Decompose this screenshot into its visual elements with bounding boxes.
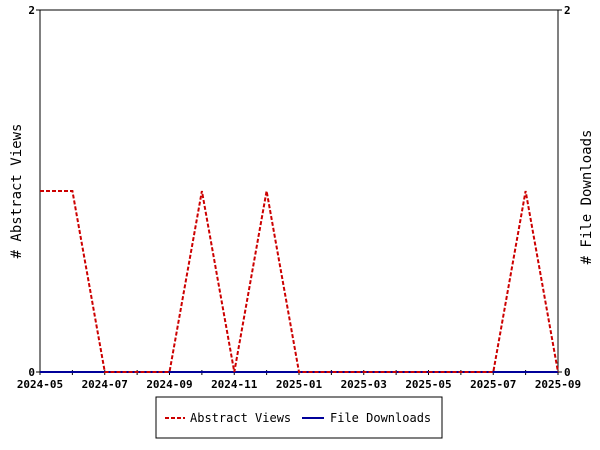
y-tick-label-right: 0 [564, 366, 571, 379]
x-tick-label: 2024-11 [211, 378, 258, 391]
x-tick-label: 2025-03 [341, 378, 387, 391]
x-axis: 2024-05 2024-07 2024-09 2024-11 2025-01 2025-… [17, 370, 581, 391]
y-tick-label-left: 0 [28, 366, 35, 379]
legend-label-file-downloads: File Downloads [330, 411, 431, 425]
y-axis-title-left: # Abstract Views [9, 124, 25, 259]
x-tick-label: 2025-01 [276, 378, 323, 391]
legend: Abstract Views File Downloads [155, 396, 443, 439]
y-tick-label-right: 2 [564, 4, 571, 17]
y-tick-label-left: 2 [28, 4, 35, 17]
y-axis: 0 2 0 2 [28, 4, 570, 379]
x-tick-label: 2025-09 [535, 378, 581, 391]
x-tick-label: 2024-05 [17, 378, 63, 391]
x-tick-label: 2024-09 [146, 378, 192, 391]
x-tick-label: 2024-07 [82, 378, 128, 391]
series-line-abstract-views [40, 190, 559, 373]
series-lines [40, 190, 559, 373]
legend-box [155, 396, 443, 439]
legend-label-abstract-views: Abstract Views [190, 411, 291, 425]
x-tick-label: 2025-05 [405, 378, 451, 391]
plot-area [39, 9, 559, 373]
x-tick-label: 2025-07 [470, 378, 516, 391]
y-axis-title-right: # File Downloads [579, 130, 595, 265]
